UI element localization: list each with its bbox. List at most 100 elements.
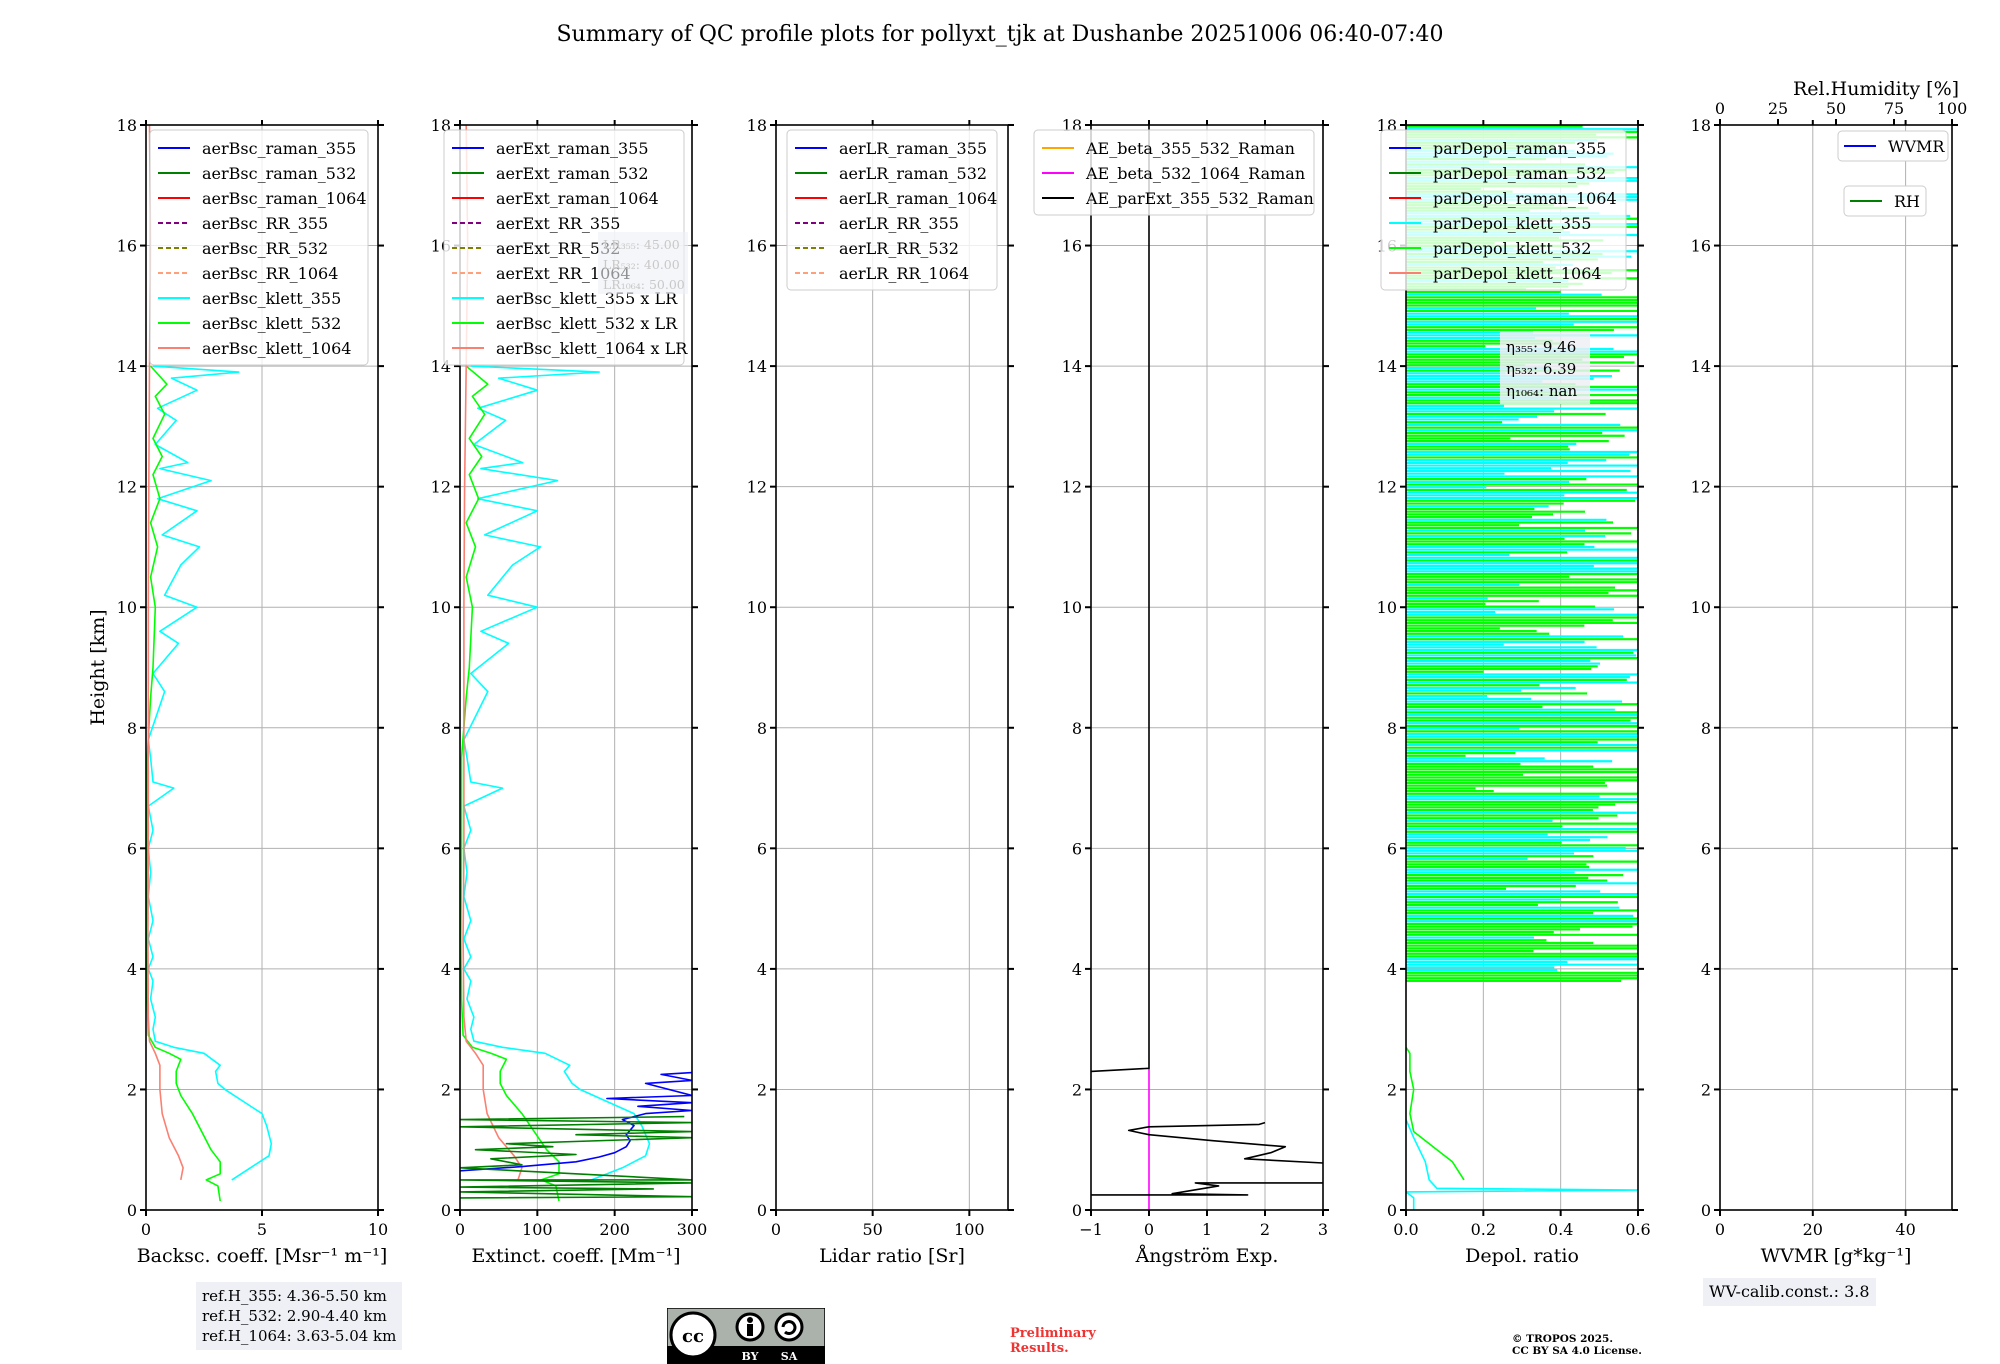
y-tick-label: 6 [1701,839,1711,858]
x-tick-label: 3 [1318,1220,1328,1239]
y-tick-label: 8 [1387,719,1397,738]
legend-label: aerBsc_RR_1064 [202,264,338,283]
y-tick-label: 0 [1387,1201,1397,1220]
svg-text:SA: SA [781,1350,798,1363]
legend: aerExt_raman_355 aerExt_raman_532 aerExt_r… [443,129,688,366]
svg-text:cc: cc [682,1326,704,1347]
x-axis-label: Extinct. coeff. [Mm⁻¹] [471,1245,680,1267]
rh-tick-label: 0 [1715,99,1725,118]
x-tick-label: 0 [771,1220,781,1239]
series-ae-parext-355-532-raman [1091,125,1150,1073]
y-tick-label: 2 [1701,1080,1711,1099]
legend-label: RH [1894,192,1920,211]
legend: parDepol_raman_355 parDepol_raman_532 parD… [1380,129,1627,291]
legend-label: aerLR_raman_532 [839,164,987,183]
axes-frame [775,124,1009,1211]
figure-title: Summary of QC profile plots for pollyxt_… [556,22,1444,47]
y-tick-label: 16 [1062,237,1082,256]
x-tick-label: 1 [1202,1220,1212,1239]
y-tick-label: 10 [1377,598,1397,617]
x-tick-label: 2 [1260,1220,1270,1239]
panel-lidar_ratio: 0 50 100 0 2 4 6 8 10 12 14 16 18 Lidar ratio [Sr] aer… [747,116,1014,1267]
legend-label: parDepol_klett_355 [1433,214,1591,233]
series-aerext-raman-532 [460,1115,692,1199]
x-axis-label: WVMR [g*kg⁻¹] [1761,1245,1912,1267]
axes-frame [1719,124,1953,1211]
y-tick-label: 8 [127,719,137,738]
y-tick-label: 12 [1691,478,1711,497]
rh-tick-label: 50 [1826,99,1846,118]
series-aerbsc-klett-355 [147,365,273,1181]
x-tick-label: 20 [1803,1220,1823,1239]
y-tick-label: 6 [1387,839,1397,858]
legend-label: AE_parExt_355_532_Raman [1085,189,1314,208]
legend-label: aerBsc_RR_355 [202,214,328,233]
y-tick-label: 12 [1062,478,1082,497]
y-axis-label: Height [km] [87,609,109,725]
legend-label: aerExt_RR_532 [496,239,620,258]
cc-by-sa-badge: cc BY SA [667,1308,825,1364]
x-tick-label: 0 [1144,1220,1154,1239]
x-tick-label: 0.0 [1393,1220,1418,1239]
ref-height-1064: ref.H_1064: 3.63-5.04 km [202,1327,397,1345]
x-tick-label: 0.4 [1548,1220,1573,1239]
series-pardepol-klett-355 [1406,1119,1638,1210]
series-pardepol-klett-532 [1406,1046,1465,1181]
y-tick-label: 12 [1377,478,1397,497]
lr-note-line: LR₁₀₆₄: 50.00 [603,277,685,292]
legend-label: parDepol_raman_355 [1433,139,1606,158]
note-box [1500,332,1590,404]
legend-label: aerExt_RR_1064 [496,264,631,283]
x-tick-label: 0.2 [1471,1220,1496,1239]
copyright-note: © TROPOS 2025. CC BY SA 4.0 License. [1512,1333,1642,1357]
copyright-line-2: CC BY SA 4.0 License. [1512,1345,1642,1357]
y-tick-label: 2 [1387,1080,1397,1099]
x-tick-label: 200 [599,1220,630,1239]
legend-label: aerExt_RR_355 [496,214,620,233]
legend-box [1837,130,1949,162]
y-tick-label: 10 [1691,598,1711,617]
axes-frame [1405,124,1639,1211]
legend: aerBsc_raman_355 aerBsc_raman_532 aerBsc_r… [149,129,369,366]
x-tick-label: 10 [368,1220,388,1239]
eta-note-line: η₃₅₅: 9.46 [1506,338,1576,356]
y-tick-label: 12 [431,478,451,497]
panel-wvmr: 0 20 40 0 2 4 6 8 10 12 14 16 18 WVMR [g*kg⁻¹] 0 25 50 75… [1691,78,1968,1267]
legend-label: aerBsc_klett_1064 x LR [496,339,688,358]
y-tick-label: 4 [757,960,767,979]
wv-calib-note: WV-calib.const.: 3.8 [1703,1278,1876,1306]
y-tick-label: 14 [747,357,767,376]
y-tick-label: 14 [117,357,137,376]
legend-label: aerExt_raman_532 [496,164,649,183]
y-tick-label: 8 [1701,719,1711,738]
y-tick-label: 0 [441,1201,451,1220]
preliminary-results-note: Preliminary Results. [1010,1326,1096,1356]
legend-label: aerLR_raman_1064 [839,189,997,208]
y-tick-label: 2 [441,1080,451,1099]
legend-label: AE_beta_355_532_Raman [1085,139,1295,158]
x-tick-label: 0 [141,1220,151,1239]
y-tick-label: 12 [747,478,767,497]
series-aerbsc-klett-1064-x-lr [462,125,523,1181]
y-tick-label: 16 [747,237,767,256]
y-tick-label: 18 [117,116,137,135]
legend-label: aerLR_RR_1064 [839,264,969,283]
y-tick-label: 0 [127,1201,137,1220]
legend-label: AE_beta_532_1064_Raman [1085,164,1305,183]
legend: aerLR_raman_355 aerLR_raman_532 aerLR_rama… [786,129,998,291]
x-tick-label: 5 [257,1220,267,1239]
legend-label: aerExt_raman_355 [496,139,649,158]
note-box [598,232,688,294]
legend-label: aerLR_RR_532 [839,239,959,258]
legend-wvmr: WVMR [1837,130,1949,162]
y-tick-label: 4 [1072,960,1082,979]
y-tick-label: 0 [1701,1201,1711,1220]
y-tick-label: 18 [747,116,767,135]
legend-box [1843,185,1927,217]
legend-label: aerBsc_klett_1064 [202,339,351,358]
y-tick-label: 12 [117,478,137,497]
y-tick-label: 10 [1062,598,1082,617]
ref-height-355: ref.H_355: 4.36-5.50 km [202,1287,387,1305]
x-axis-label: Ångström Exp. [1135,1245,1279,1267]
legend-label: aerBsc_raman_532 [202,164,356,183]
